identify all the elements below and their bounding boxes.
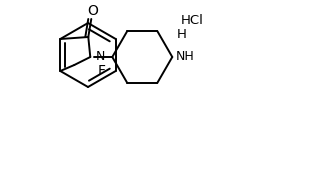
- Text: HCl: HCl: [180, 14, 203, 26]
- Text: N: N: [95, 51, 105, 63]
- Text: O: O: [87, 4, 98, 18]
- Text: H: H: [177, 29, 187, 41]
- Text: F: F: [98, 64, 106, 78]
- Text: NH: NH: [175, 51, 194, 63]
